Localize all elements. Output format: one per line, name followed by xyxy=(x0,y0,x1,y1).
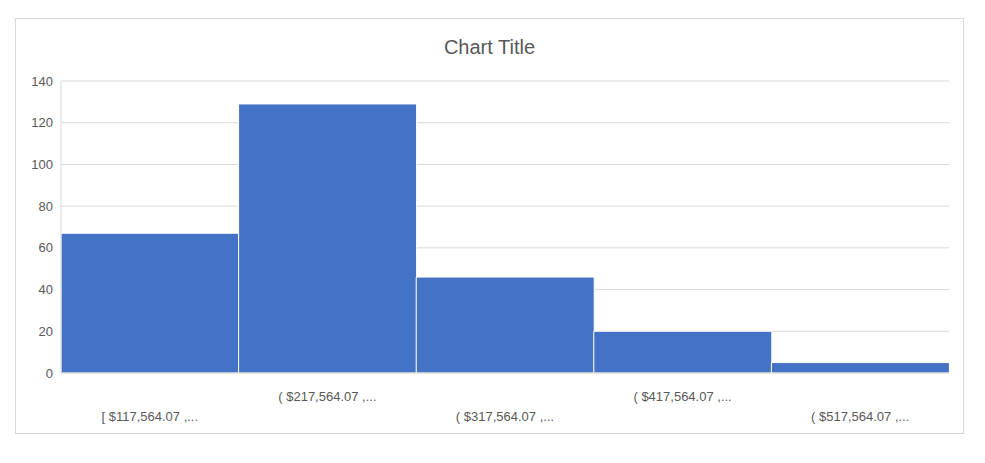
svg-text:( $217,564.07 ,...: ( $217,564.07 ,... xyxy=(278,389,376,404)
svg-text:100: 100 xyxy=(31,157,53,172)
svg-text:0: 0 xyxy=(46,366,53,381)
svg-text:( $417,564.07 ,...: ( $417,564.07 ,... xyxy=(633,389,731,404)
svg-text:60: 60 xyxy=(39,240,53,255)
html-text:Chart Title: Chart Title xyxy=(443,36,536,58)
svg-text:120: 120 xyxy=(31,115,53,130)
svg-text:80: 80 xyxy=(39,199,53,214)
svg-text:( $317,564.07 ,...: ( $317,564.07 ,... xyxy=(456,409,554,424)
svg-text:[ $117,564.07 ,...: [ $117,564.07 ,... xyxy=(101,409,198,424)
svg-text:40: 40 xyxy=(39,282,53,297)
svg-text:20: 20 xyxy=(39,324,53,339)
svg-text:( $517,564.07 ,...: ( $517,564.07 ,... xyxy=(811,409,909,424)
svg-text:140: 140 xyxy=(31,74,53,89)
